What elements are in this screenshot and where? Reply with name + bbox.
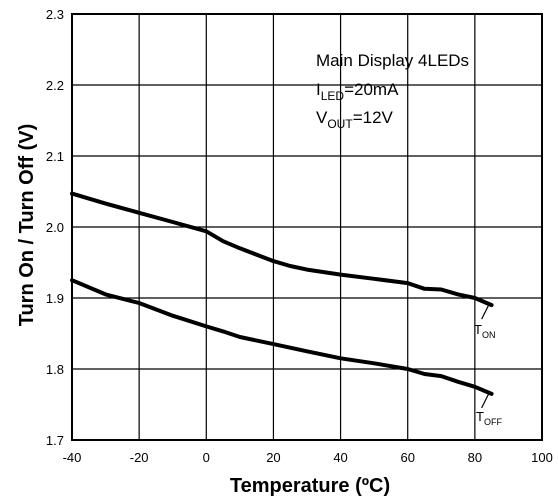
series-line-on [70,191,494,308]
y-tick-label: 2.3 [46,7,64,22]
y-tick-label: 1.9 [46,291,64,306]
y-tick-label: 2.2 [46,78,64,93]
y-tick-label: 1.8 [46,362,64,377]
annotation-line-1: Main Display 4LEDs [316,51,469,70]
y-tick-label: 1.7 [46,433,64,448]
x-tick-label: -40 [63,450,82,465]
x-tick-labels: -40 -20 0 20 40 60 80 100 [63,450,553,465]
plot-border [71,13,543,441]
grid-lines [72,14,542,440]
annotation-line-2: ILED=20mA [316,80,399,103]
x-tick-label: 20 [266,450,280,465]
series-group [70,191,494,409]
y-tick-labels: 1.7 1.8 1.9 2.0 2.1 2.2 2.3 [46,7,64,448]
y-axis-title: Turn On / Turn Off (V) [16,124,38,327]
x-tick-label: 40 [333,450,347,465]
series-line-off [70,278,494,396]
x-tick-label: 60 [400,450,414,465]
y-tick-label: 2.1 [46,149,64,164]
series-leader-off [481,393,490,409]
x-tick-label: 0 [203,450,210,465]
series-leader-on [481,304,490,320]
annotation-line-3: VOUT=12V [316,108,394,131]
x-tick-label: 80 [468,450,482,465]
plot-frame [71,13,543,441]
x-tick-label: -20 [130,450,149,465]
series-label-ton: TON [474,322,495,340]
y-tick-label: 2.0 [46,220,64,235]
series-label-toff: TOFF [476,409,502,427]
x-tick-label: 100 [531,450,553,465]
x-axis-title: Temperature (ºC) [230,475,390,497]
